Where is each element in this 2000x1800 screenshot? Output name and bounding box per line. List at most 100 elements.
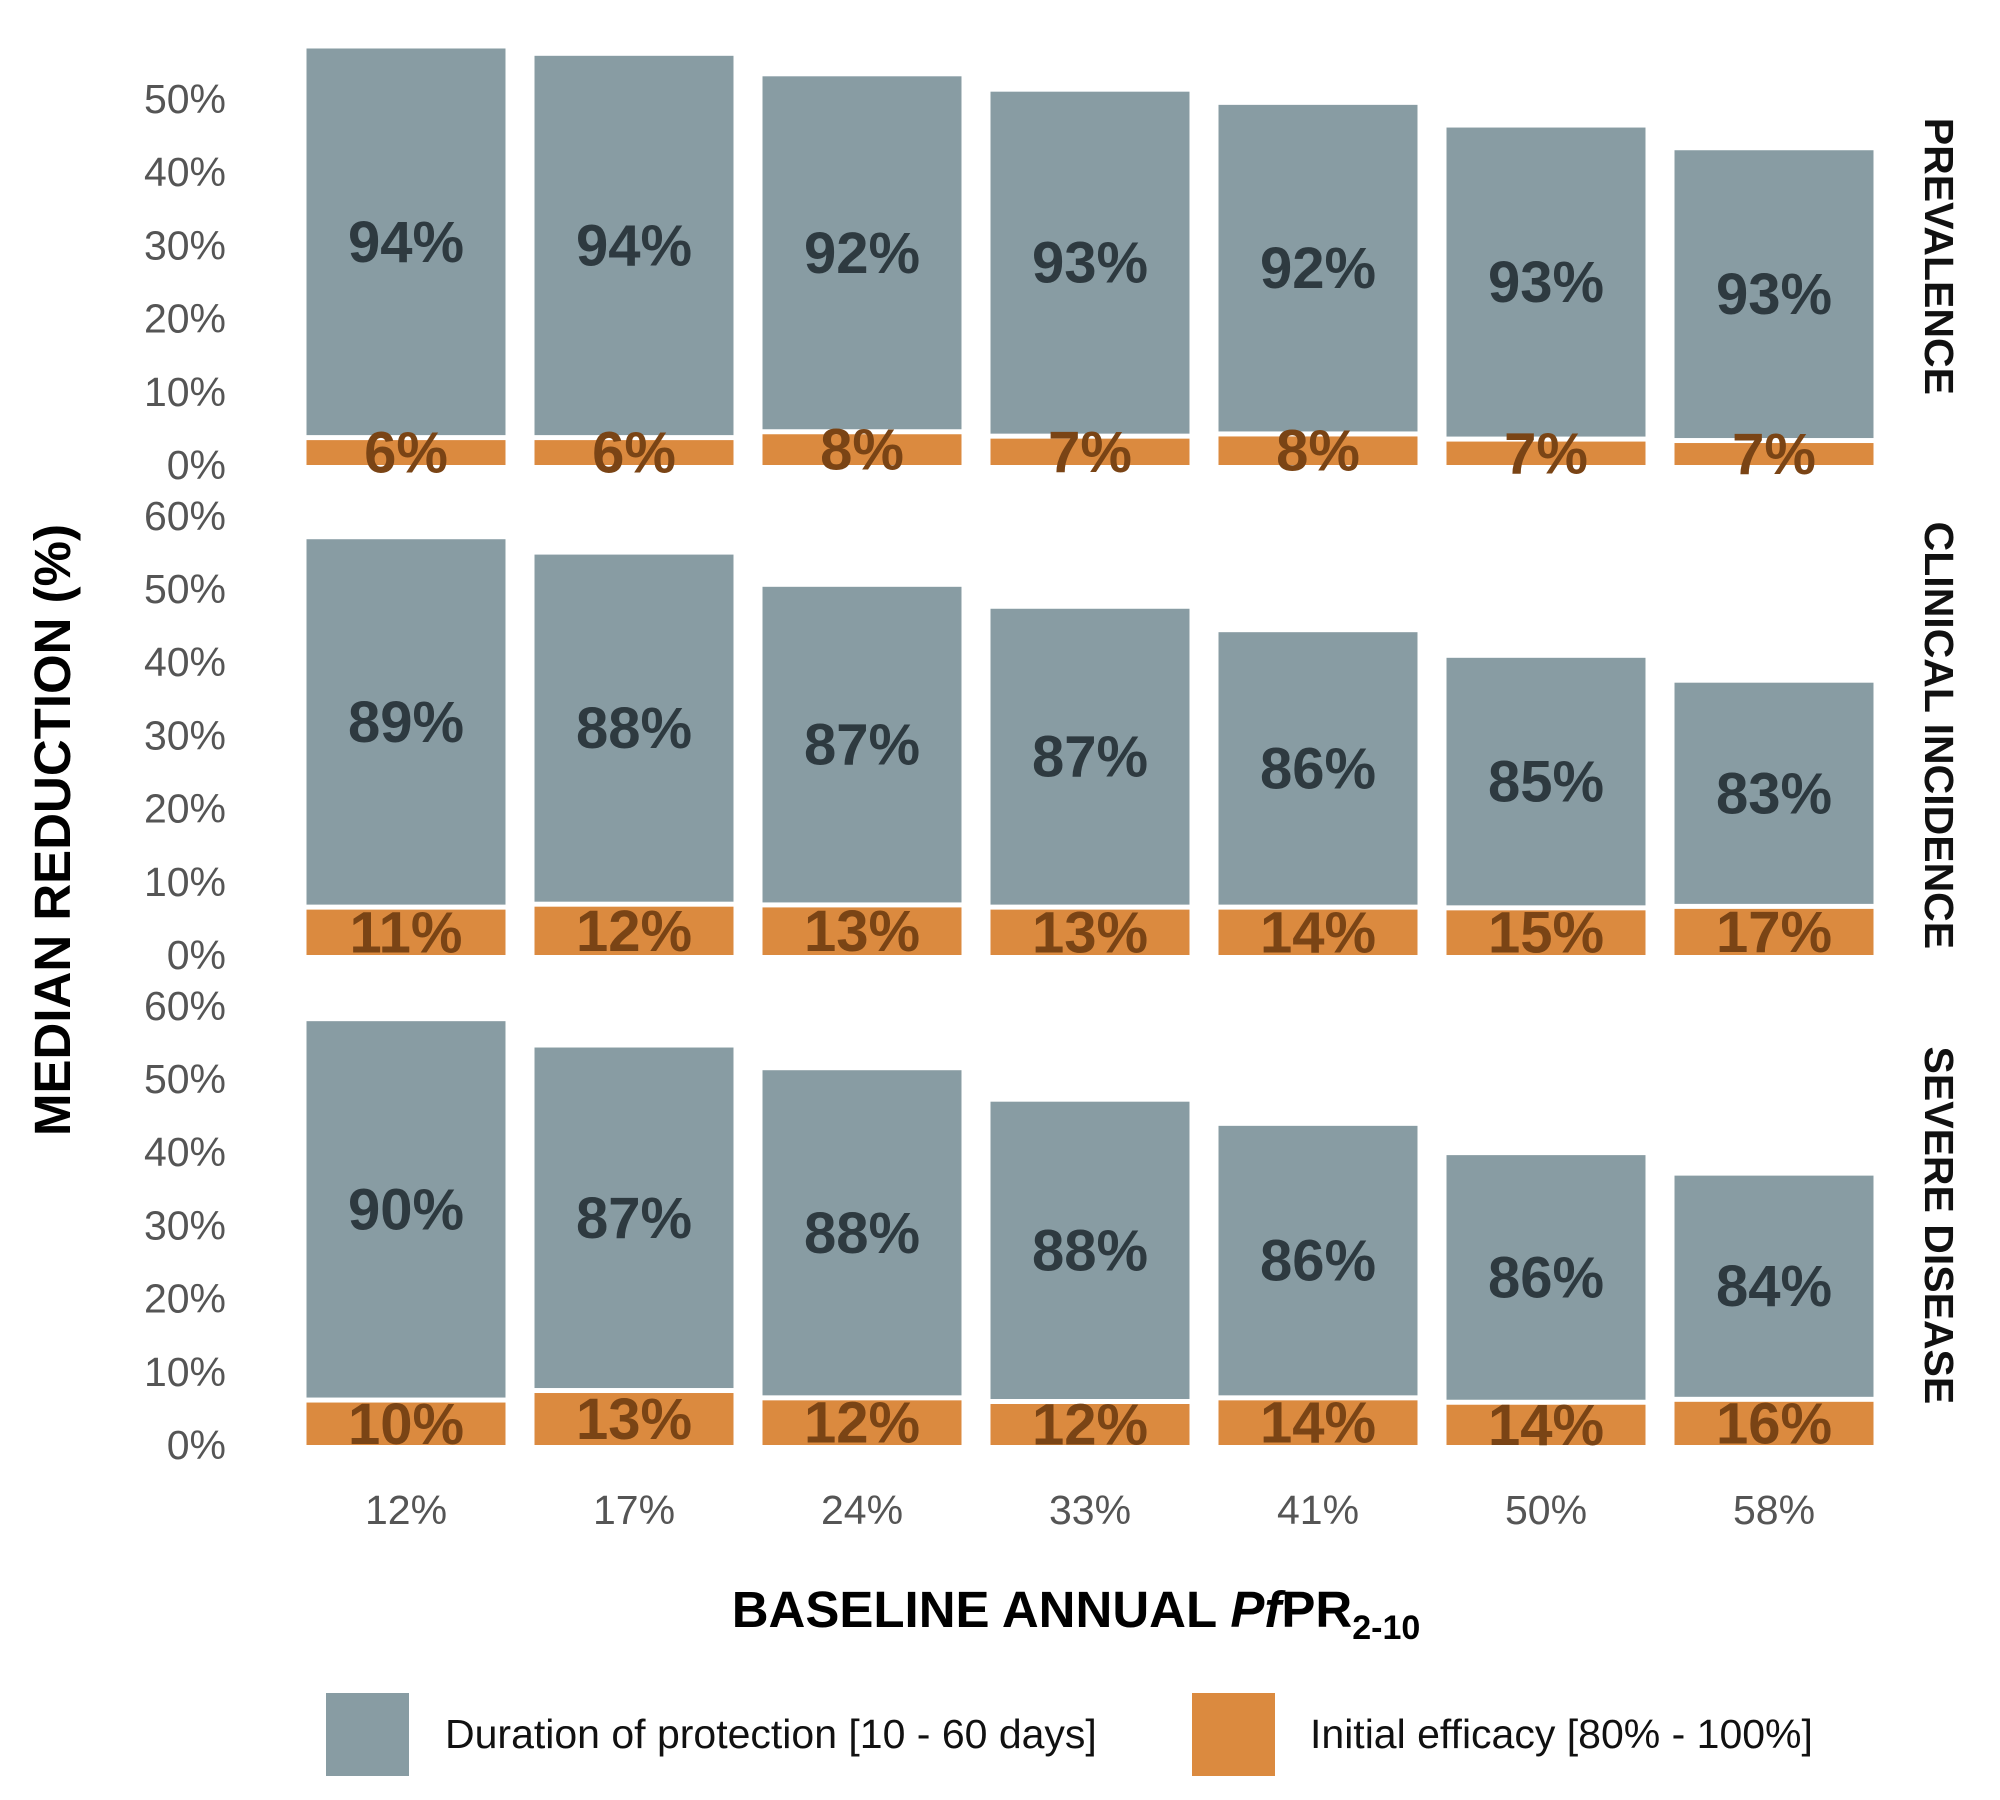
y-tick-label: 50% [144, 76, 226, 122]
bar-efficacy [1674, 1401, 1874, 1445]
label-duration-share: 92% [1260, 236, 1376, 301]
panel-prevalence: 0% 10% 20% 30% 40% 50% 94% 6% 94% 6% 92% 8% 93% 7% 92%… [144, 48, 1962, 488]
bar-duration [534, 1047, 734, 1389]
y-axis-title: MEDIAN REDUCTION (%) [24, 524, 81, 1136]
bar-duration [1446, 657, 1646, 906]
label-efficacy-share: 11% [350, 900, 463, 965]
bar-duration [1218, 104, 1418, 432]
y-tick-label: 40% [144, 1129, 226, 1175]
bar-duration [1446, 1155, 1646, 1400]
label-duration-share: 86% [1260, 1229, 1376, 1294]
label-duration-share: 92% [804, 221, 920, 286]
y-tick-label: 50% [144, 1056, 226, 1102]
label-efficacy-share: 7% [1504, 421, 1588, 486]
y-tick-label: 30% [144, 222, 226, 268]
label-efficacy-share: 7% [1048, 420, 1132, 485]
bar-efficacy [762, 907, 962, 955]
bar-efficacy [1446, 910, 1646, 955]
label-efficacy-share: 10% [348, 1392, 464, 1457]
y-tick-label: 60% [144, 983, 226, 1029]
x-tick-label: 17% [593, 1487, 675, 1533]
label-duration-share: 93% [1032, 231, 1148, 296]
label-duration-share: 87% [576, 1186, 692, 1251]
x-tick-label: 12% [365, 1487, 447, 1533]
y-tick-label: 10% [144, 859, 226, 905]
bar-duration [762, 1070, 962, 1396]
label-efficacy-share: 17% [1716, 900, 1832, 965]
bar-efficacy [1446, 1404, 1646, 1445]
label-duration-share: 87% [804, 713, 920, 778]
label-duration-share: 93% [1488, 250, 1604, 315]
bar-duration [762, 586, 962, 903]
y-tick-label: 50% [144, 566, 226, 612]
bar-duration [762, 76, 962, 430]
y-tick-label: 20% [144, 296, 226, 342]
bar-duration [990, 91, 1190, 434]
legend-swatch-duration [326, 1693, 409, 1776]
x-axis-title-subscript: 2-10 [1352, 1609, 1420, 1647]
label-efficacy-share: 12% [804, 1391, 920, 1456]
bar-duration [534, 554, 734, 902]
bar-efficacy [762, 1400, 962, 1445]
bar-duration [1218, 632, 1418, 905]
bar-efficacy [990, 909, 1190, 955]
legend: Duration of protection [10 - 60 days] In… [326, 1693, 1813, 1776]
x-tick-label: 33% [1049, 1487, 1131, 1533]
y-tick-label: 0% [167, 442, 226, 488]
bar-efficacy [1674, 443, 1874, 465]
label-duration-share: 85% [1488, 750, 1604, 815]
label-efficacy-share: 16% [1716, 1391, 1832, 1456]
y-tick-label: 40% [144, 639, 226, 685]
bar-efficacy [1674, 908, 1874, 955]
label-duration-share: 87% [1032, 725, 1148, 790]
bar-duration [1218, 1125, 1418, 1396]
label-duration-share: 89% [348, 690, 464, 755]
label-efficacy-share: 12% [576, 899, 692, 964]
label-duration-share: 83% [1716, 761, 1832, 826]
y-tick-label: 60% [144, 493, 226, 539]
x-tick-label: 58% [1733, 1487, 1815, 1533]
legend-swatch-efficacy [1192, 1693, 1275, 1776]
bar-duration [1674, 150, 1874, 439]
bar-duration [306, 1021, 506, 1398]
bar-duration [990, 608, 1190, 905]
label-efficacy-share: 12% [1032, 1393, 1148, 1458]
x-tick-label: 41% [1277, 1487, 1359, 1533]
label-efficacy-share: 13% [804, 899, 920, 964]
panel-severe-disease: 0% 10% 20% 30% 40% 50% 60% 90% 10% 87% 13% 88% 12% 88… [144, 983, 1962, 1468]
bar-efficacy [534, 906, 734, 955]
label-duration-share: 94% [576, 213, 692, 278]
panel-strip-label: PREVALENCE [1916, 118, 1962, 395]
bar-efficacy [1446, 441, 1646, 465]
label-efficacy-share: 13% [576, 1387, 692, 1452]
x-tick-label: 24% [821, 1487, 903, 1533]
panel-strip-label: SEVERE DISEASE [1916, 1047, 1962, 1405]
label-duration-share: 86% [1488, 1245, 1604, 1310]
bar-duration [306, 539, 506, 905]
bar-efficacy [1218, 436, 1418, 465]
bar-efficacy [762, 434, 962, 465]
panel-clinical-incidence: 0% 10% 20% 30% 40% 50% 60% 89% 11% 88% 12% 87% 13% 87… [144, 493, 1962, 978]
y-tick-label: 10% [144, 1349, 226, 1395]
x-axis-title-italic: Pf [1230, 1581, 1286, 1638]
bar-duration [1674, 682, 1874, 904]
x-axis-title-rest: PR [1281, 1581, 1352, 1638]
label-efficacy-share: 15% [1488, 901, 1604, 966]
label-duration-share: 88% [576, 696, 692, 761]
label-duration-share: 88% [804, 1201, 920, 1266]
bar-duration [1446, 127, 1646, 437]
label-efficacy-share: 14% [1488, 1393, 1604, 1458]
bar-efficacy [1218, 909, 1418, 955]
y-tick-label: 30% [144, 712, 226, 758]
y-tick-label: 30% [144, 1202, 226, 1248]
x-tick-labels: 12% 17% 24% 33% 41% 50% 58% [365, 1487, 1815, 1533]
bar-efficacy [990, 1404, 1190, 1445]
label-duration-share: 84% [1716, 1254, 1832, 1319]
y-tick-label: 10% [144, 369, 226, 415]
bar-efficacy [534, 1393, 734, 1445]
y-tick-label: 20% [144, 786, 226, 832]
label-duration-share: 94% [348, 210, 464, 275]
chart-panels: 0% 10% 20% 30% 40% 50% 94% 6% 94% 6% 92% 8% 93% 7% 92%… [144, 48, 1962, 1468]
label-efficacy-share: 6% [592, 421, 676, 486]
